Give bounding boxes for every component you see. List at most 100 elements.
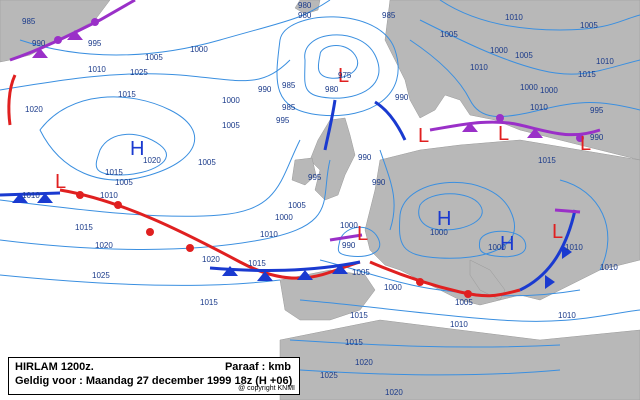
- svg-text:995: 995: [276, 116, 290, 125]
- occluded-front-2: [429, 120, 601, 137]
- svg-text:985: 985: [282, 103, 296, 112]
- low-centre-2: L: [55, 171, 66, 193]
- occluded-front-4: [554, 208, 581, 214]
- svg-text:990: 990: [358, 153, 372, 162]
- param-label: Paraaf : kmb: [224, 361, 291, 373]
- svg-text:1000: 1000: [384, 283, 402, 292]
- svg-text:1020: 1020: [355, 358, 373, 367]
- low-centre-3: L: [418, 125, 429, 147]
- svg-text:1020: 1020: [385, 388, 403, 397]
- svg-text:1015: 1015: [538, 156, 556, 165]
- high-value-1: 1020: [143, 156, 161, 165]
- svg-text:1005: 1005: [580, 21, 598, 30]
- svg-text:985: 985: [22, 17, 36, 26]
- isobars: [0, 0, 640, 376]
- svg-text:1005: 1005: [222, 121, 240, 130]
- svg-text:990: 990: [395, 93, 409, 102]
- svg-text:1010: 1010: [558, 311, 576, 320]
- high-centre-2: H: [437, 208, 451, 230]
- svg-text:1005: 1005: [352, 268, 370, 277]
- front-symbols: [12, 18, 584, 298]
- svg-text:1015: 1015: [345, 338, 363, 347]
- svg-text:1010: 1010: [88, 65, 106, 74]
- svg-text:1005: 1005: [115, 178, 133, 187]
- high-value-3: 1000: [488, 243, 506, 252]
- svg-text:1010: 1010: [450, 320, 468, 329]
- svg-text:1005: 1005: [145, 53, 163, 62]
- svg-text:1000: 1000: [520, 83, 538, 92]
- warm-front-2: [369, 260, 521, 298]
- svg-text:1000: 1000: [190, 45, 208, 54]
- svg-text:1005: 1005: [440, 30, 458, 39]
- low-centre-7: L: [552, 221, 563, 243]
- low-centre-5: L: [580, 133, 591, 155]
- svg-text:1020: 1020: [25, 105, 43, 114]
- low-value-7: 980: [298, 11, 312, 20]
- high-centre-3: H: [500, 233, 514, 255]
- high-value-2: 1000: [430, 228, 448, 237]
- low-value-2: 1010: [22, 191, 40, 200]
- high-centre-1: H: [130, 138, 144, 160]
- svg-text:990: 990: [372, 178, 386, 187]
- svg-text:980: 980: [325, 85, 339, 94]
- svg-text:1000: 1000: [275, 213, 293, 222]
- low-value-1: 975: [338, 71, 352, 80]
- svg-text:1010: 1010: [505, 13, 523, 22]
- svg-text:980: 980: [298, 1, 312, 10]
- svg-text:1010: 1010: [600, 263, 618, 272]
- svg-text:1000: 1000: [340, 221, 358, 230]
- svg-text:1015: 1015: [75, 223, 93, 232]
- svg-text:1005: 1005: [288, 201, 306, 210]
- svg-text:1020: 1020: [95, 241, 113, 250]
- svg-text:1005: 1005: [515, 51, 533, 60]
- svg-text:1010: 1010: [596, 57, 614, 66]
- svg-text:1025: 1025: [320, 371, 338, 380]
- pressure-centres: L 975 H 1020 L 1010 L L L H 1000 H 1000 …: [22, 11, 591, 255]
- low-centre-1: L: [338, 65, 349, 87]
- svg-text:1010: 1010: [470, 63, 488, 72]
- cold-front-2: [209, 260, 361, 272]
- svg-text:1000: 1000: [540, 86, 558, 95]
- low-value-6: 990: [342, 241, 356, 250]
- svg-text:1015: 1015: [118, 90, 136, 99]
- low-centre-6: L: [357, 223, 368, 245]
- cold-front-4: [323, 99, 337, 151]
- svg-text:985: 985: [282, 81, 296, 90]
- map-legend: HIRLAM 1200z. Paraaf : kmb Geldig voor :…: [8, 357, 300, 395]
- svg-text:995: 995: [308, 173, 322, 182]
- copyright-label: @ copyright KNMI: [238, 385, 295, 392]
- svg-text:1015: 1015: [578, 70, 596, 79]
- svg-text:990: 990: [32, 39, 46, 48]
- svg-text:1005: 1005: [455, 298, 473, 307]
- svg-text:1025: 1025: [130, 68, 148, 77]
- svg-text:1020: 1020: [202, 255, 220, 264]
- isobar-labels: 985 990 995 1000 1005 1010 1015 1020 102…: [22, 1, 618, 397]
- svg-text:990: 990: [590, 133, 604, 142]
- svg-text:995: 995: [88, 39, 102, 48]
- svg-text:1015: 1015: [105, 168, 123, 177]
- svg-text:1010: 1010: [565, 243, 583, 252]
- svg-text:995: 995: [590, 106, 604, 115]
- low-centre-4: L: [498, 123, 509, 145]
- svg-text:1005: 1005: [198, 158, 216, 167]
- svg-text:1025: 1025: [92, 271, 110, 280]
- svg-text:1000: 1000: [490, 46, 508, 55]
- svg-text:1010: 1010: [260, 230, 278, 239]
- svg-text:985: 985: [382, 11, 396, 20]
- valid-time-label: Geldig voor : Maandag 27 december 1999 1…: [15, 375, 293, 387]
- svg-text:1015: 1015: [350, 311, 368, 320]
- svg-text:1015: 1015: [200, 298, 218, 307]
- front-west: [7, 74, 17, 126]
- cold-front-5: [374, 100, 407, 141]
- model-label: HIRLAM 1200z.: [15, 361, 94, 373]
- svg-text:1010: 1010: [100, 191, 118, 200]
- warm-front: [59, 188, 361, 280]
- svg-text:990: 990: [258, 85, 272, 94]
- svg-text:1000: 1000: [222, 96, 240, 105]
- svg-text:1010: 1010: [530, 103, 548, 112]
- occluded-front-3: [329, 233, 363, 242]
- cold-front-3: [519, 209, 577, 292]
- svg-text:1015: 1015: [248, 259, 266, 268]
